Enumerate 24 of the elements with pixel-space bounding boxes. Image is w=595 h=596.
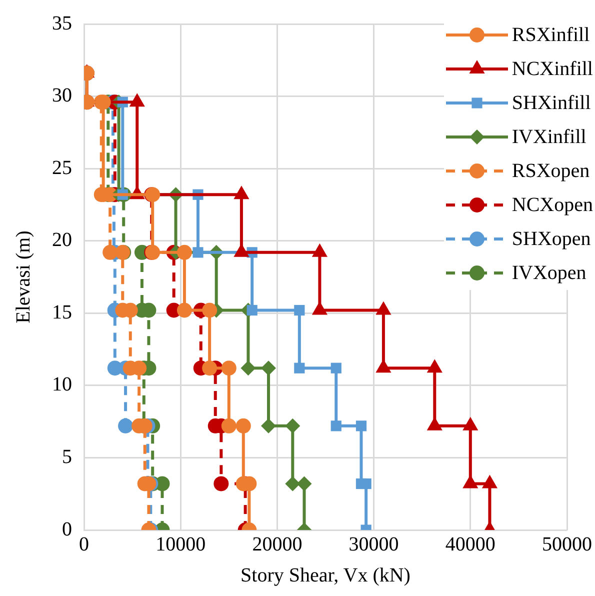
y-axis-title: Elevasi (m)	[12, 230, 34, 324]
legend-label: RSXinfill	[512, 24, 590, 46]
x-tick-label: 10000	[156, 533, 206, 556]
x-tick-label: 20000	[252, 533, 302, 556]
legend-label: NCXinfill	[512, 58, 593, 80]
x-tick-label: 40000	[445, 533, 496, 556]
y-tick-label: 25	[52, 156, 72, 179]
x-tick-label: 30000	[348, 533, 399, 556]
x-tick-label: 0	[79, 533, 89, 556]
y-tick-label: 10	[52, 374, 72, 396]
legend-label: SHXopen	[512, 228, 591, 250]
y-tick-label: 20	[52, 229, 72, 252]
legend-label: IVXopen	[512, 262, 586, 284]
x-axis-title: Story Shear, Vx (kN)	[240, 564, 410, 586]
legend-label: NCXopen	[512, 194, 593, 216]
y-tick-label: 30	[52, 84, 72, 107]
y-tick-label: 35	[52, 12, 72, 34]
legend-label: IVXinfill	[512, 126, 586, 148]
legend-label: SHXinfill	[512, 92, 591, 114]
y-tick-label: 5	[62, 446, 72, 468]
y-tick-label: 0	[62, 518, 72, 540]
x-tick-label: 50000	[542, 533, 592, 556]
y-tick-label: 15	[52, 301, 72, 324]
legend-label: RSXopen	[512, 160, 590, 182]
